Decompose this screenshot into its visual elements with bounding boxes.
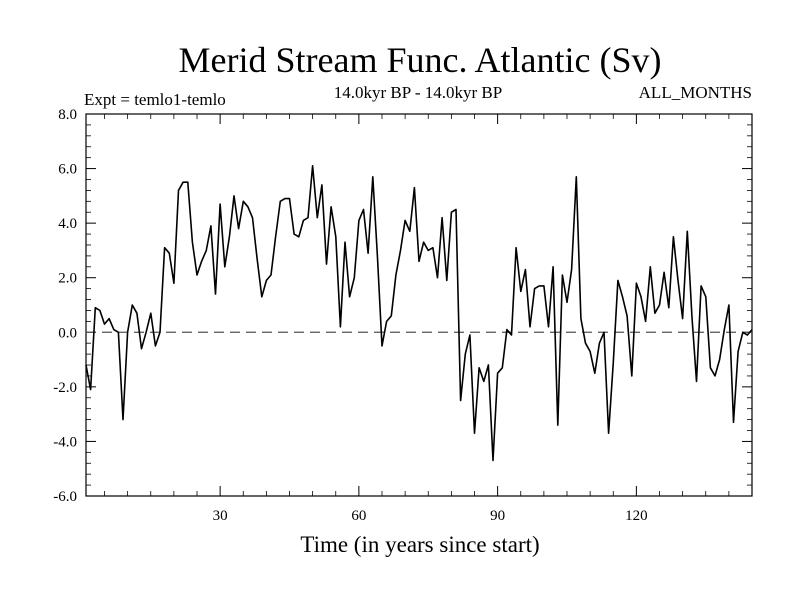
plot-frame bbox=[85, 113, 753, 497]
y-tick-label: 4.0 bbox=[58, 216, 77, 232]
x-tick-label: 30 bbox=[213, 508, 228, 524]
series-line bbox=[85, 165, 753, 462]
x-tick-label: 60 bbox=[351, 508, 366, 524]
chart-title: Merid Stream Func. Atlantic (Sv) bbox=[179, 40, 662, 80]
experiment-label: Expt = temlo1-temlo bbox=[84, 90, 226, 109]
y-tick-label: -6.0 bbox=[53, 489, 77, 505]
y-tick-label: 2.0 bbox=[58, 271, 77, 287]
y-tick-label: -2.0 bbox=[53, 380, 77, 396]
y-tick-label: -4.0 bbox=[53, 434, 77, 450]
y-tick-label: 6.0 bbox=[58, 162, 77, 178]
x-tick-label: 120 bbox=[625, 508, 648, 524]
y-tick-label: 0.0 bbox=[58, 325, 77, 341]
x-axis-label: Time (in years since start) bbox=[300, 532, 539, 557]
months-label: ALL_MONTHS bbox=[639, 83, 752, 102]
time-range-label: 14.0kyr BP - 14.0kyr BP bbox=[334, 83, 502, 102]
y-tick-label: 8.0 bbox=[58, 107, 77, 123]
x-tick-label: 90 bbox=[490, 508, 505, 524]
